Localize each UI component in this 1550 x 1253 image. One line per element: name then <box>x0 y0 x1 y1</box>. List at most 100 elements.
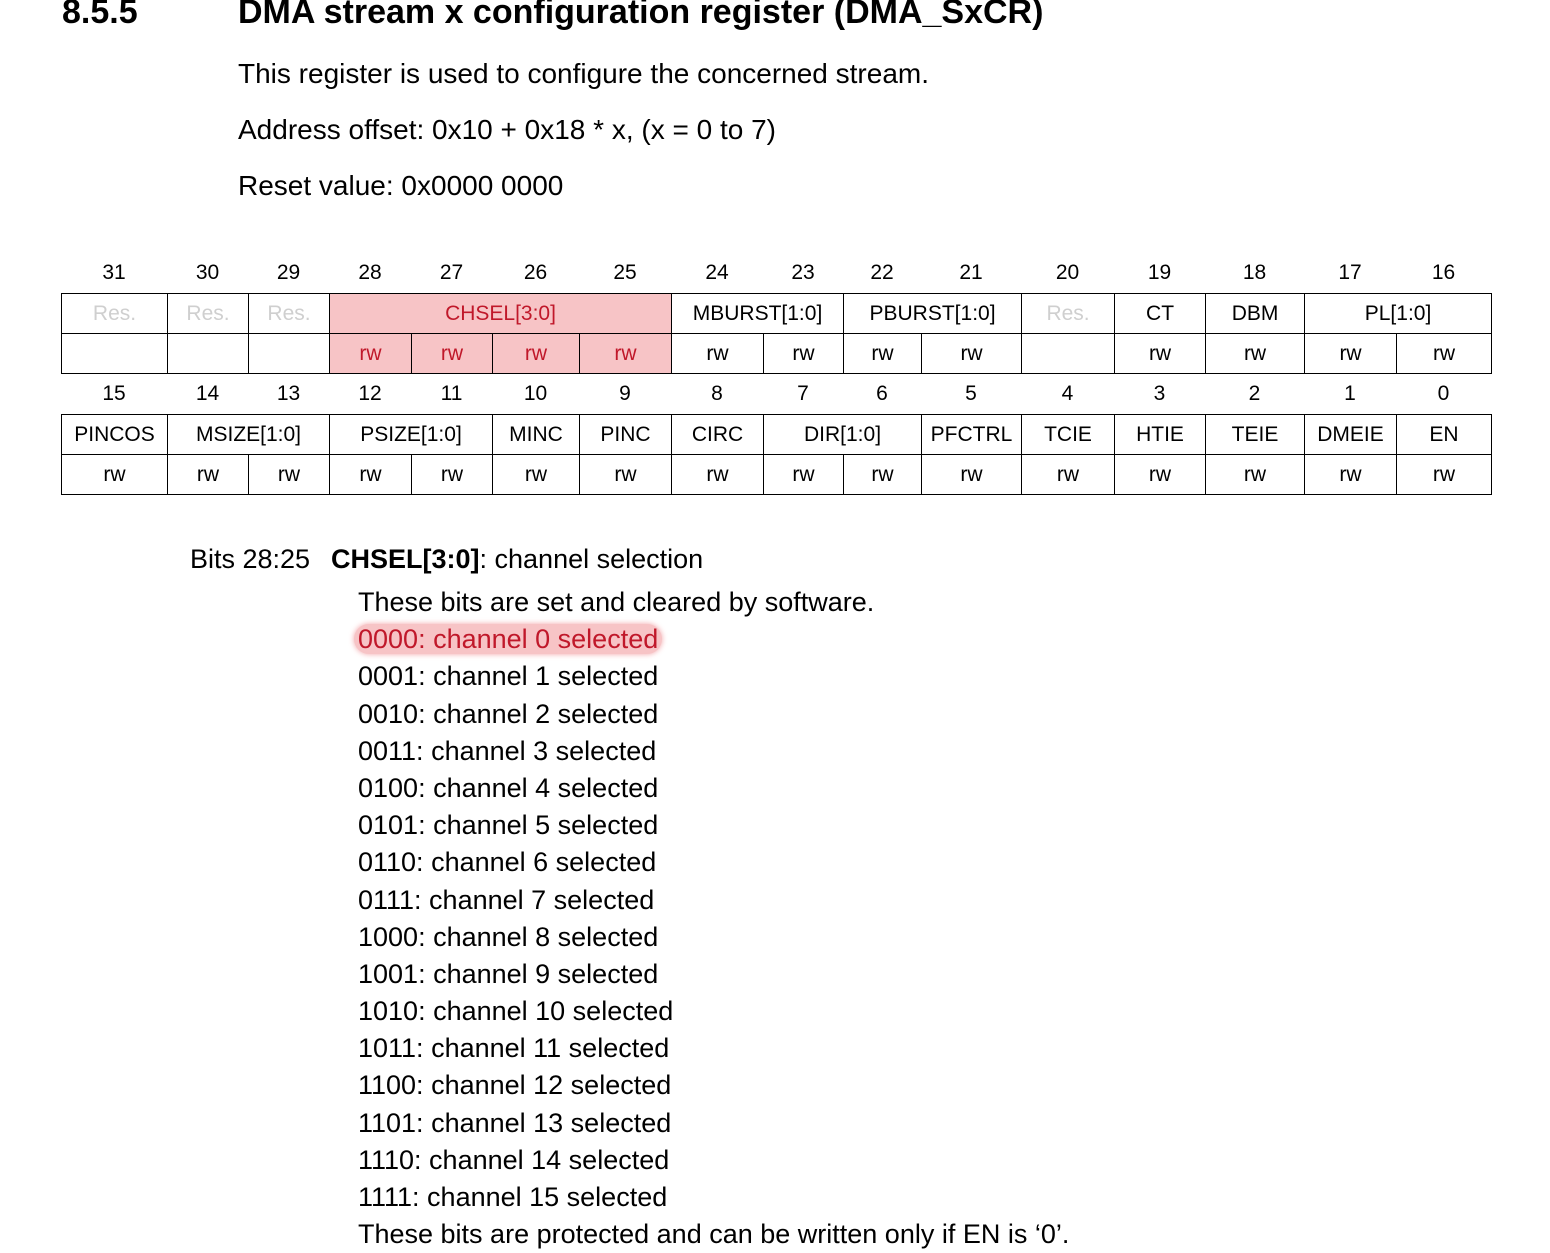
field-teie: TEIE <box>1205 414 1306 455</box>
description-line: 0111: channel 7 selected <box>358 884 655 915</box>
description-line: 1010: channel 10 selected <box>358 996 674 1027</box>
bit-number: 23 <box>791 261 815 284</box>
description-line: 0100: channel 4 selected <box>358 772 659 803</box>
access-cell: rw <box>1114 454 1207 495</box>
bit-number: 16 <box>1431 261 1456 284</box>
section-title: DMA stream x configuration register (DMA… <box>238 0 1044 31</box>
access-cell: rw <box>329 333 412 374</box>
bit-number: 20 <box>1055 261 1080 284</box>
access-cell: rw <box>329 454 412 495</box>
field-pl-1-0: PL[1:0] <box>1304 293 1493 334</box>
access-row-lower: rw rw rw rw rw rw rw rw rw rw rw rw rw rw rw rw <box>61 454 1493 495</box>
bit-number: 15 <box>102 382 126 405</box>
field-minc: MINC <box>492 414 581 455</box>
description-line: 0010: channel 2 selected <box>358 698 659 729</box>
bit-number: 26 <box>523 261 548 284</box>
field-mburst-1-0: MBURST[1:0] <box>671 293 845 334</box>
description-line: 0110: channel 6 selected <box>358 847 657 878</box>
bit-number: 7 <box>797 382 809 405</box>
access-cell: rw <box>1396 454 1493 495</box>
field-chsel-3-0: CHSEL[3:0] <box>328 293 673 334</box>
reserved-field: Res. <box>248 293 330 334</box>
section-number: 8.5.5 <box>62 0 138 31</box>
description-line: 0000: channel 0 selected <box>354 621 1069 658</box>
field-pburst-1-0: PBURST[1:0] <box>843 293 1023 334</box>
description-line: 0001: channel 1 selected <box>358 661 659 692</box>
bit-number: 22 <box>870 261 894 284</box>
field-htie: HTIE <box>1114 414 1207 455</box>
field-dbm: DBM <box>1205 293 1306 334</box>
bit-number: 30 <box>195 261 220 284</box>
access-cell: rw <box>843 454 923 495</box>
description-line: 0101: channel 5 selected <box>358 810 659 841</box>
access-cell: rw <box>1114 333 1207 374</box>
bit-number: 9 <box>619 382 631 405</box>
access-cell: rw <box>1205 333 1306 374</box>
bit-number: 18 <box>1242 261 1267 284</box>
register-table-upper: Res. Res. Res. CHSEL[3:0] MBURST[1:0] PBURST[… <box>61 293 1493 374</box>
bit-numbers-upper: 31 30 29 28 27 26 25 24 23 22 21 20 19 18 17 16 <box>61 253 1491 293</box>
bit-number: 21 <box>959 261 983 284</box>
description-line: 1011: channel 11 selected <box>358 1033 670 1064</box>
bit-number: 25 <box>613 261 637 284</box>
bit-number: 29 <box>276 261 301 284</box>
access-cell: rw <box>921 454 1023 495</box>
bit-number: 28 <box>358 261 382 284</box>
description-line: 1111: channel 15 selected <box>358 1182 668 1212</box>
field-msize-1-0: MSIZE[1:0] <box>167 414 330 455</box>
reserved-field: Res. <box>1021 293 1116 334</box>
field-pfctrl: PFCTRL <box>921 414 1023 455</box>
description-line: 1101: channel 13 selected <box>358 1107 672 1138</box>
bit-number: 1 <box>1344 382 1356 405</box>
bit-number: 5 <box>965 382 977 405</box>
access-cell: rw <box>248 454 330 495</box>
bit-number: 14 <box>195 382 220 405</box>
access-cell: rw <box>167 454 249 495</box>
field-row-upper: Res. Res. Res. CHSEL[3:0] MBURST[1:0] PBURST[… <box>61 293 1493 334</box>
bit-number: 24 <box>705 261 729 284</box>
access-cell: rw <box>671 333 765 374</box>
access-cell: rw <box>492 333 580 374</box>
description-line: 1001: channel 9 selected <box>358 958 659 989</box>
access-cell: rw <box>1396 333 1493 374</box>
field-suffix: : channel selection <box>479 544 704 574</box>
description-line: 1000: channel 8 selected <box>358 921 659 952</box>
access-row-upper: rw rw rw rw rw rw rw rw rw rw rw rw <box>61 333 1493 374</box>
reserved-field: Res. <box>167 293 249 334</box>
description-line: 1110: channel 14 selected <box>358 1144 670 1175</box>
description-line: These bits are protected and can be writ… <box>358 1219 1070 1250</box>
access-cell: rw <box>1021 454 1116 495</box>
field-psize-1-0: PSIZE[1:0] <box>328 414 494 455</box>
reserved-field: Res. <box>61 293 168 334</box>
register-upper-half: 31 30 29 28 27 26 25 24 23 22 21 20 19 18 17 16 Res. Res… <box>61 253 1493 374</box>
description-line: 0011: channel 3 selected <box>358 735 657 766</box>
access-cell: rw <box>671 454 765 495</box>
bit-number: 2 <box>1248 382 1261 405</box>
register-table-lower: PINCOS MSIZE[1:0] PSIZE[1:0] MINC PINC CIRC DI… <box>61 414 1493 495</box>
field-tcie: TCIE <box>1021 414 1116 455</box>
access-cell: rw <box>763 454 845 495</box>
bit-number: 4 <box>1061 382 1074 405</box>
access-cell: rw <box>61 454 168 495</box>
access-cell <box>61 333 168 374</box>
bit-range: Bits 28:25 <box>190 544 311 574</box>
bit-number: 27 <box>439 261 464 284</box>
bit-number: 31 <box>102 261 126 284</box>
access-cell <box>248 333 330 374</box>
access-cell: rw <box>578 333 673 374</box>
bit-number: 12 <box>358 382 382 405</box>
field-circ: CIRC <box>671 414 765 455</box>
bit-number: 6 <box>876 382 888 405</box>
access-cell <box>1021 333 1116 374</box>
description-lines: These bits are set and cleared by softwa… <box>354 584 1070 1253</box>
address-offset: Address offset: 0x10 + 0x18 * x, (x = 0 … <box>238 114 777 145</box>
field-dir-1-0: DIR[1:0] <box>763 414 923 455</box>
bit-number: 17 <box>1338 261 1362 284</box>
access-cell <box>167 333 249 374</box>
description-line: 1100: channel 12 selected <box>358 1070 672 1101</box>
description-line: These bits are set and cleared by softwa… <box>358 587 875 617</box>
reset-value: Reset value: 0x0000 0000 <box>238 170 564 201</box>
access-cell: rw <box>410 454 494 495</box>
field-heading: CHSEL[3:0]: channel selection <box>331 544 703 575</box>
access-cell: rw <box>579 454 673 495</box>
